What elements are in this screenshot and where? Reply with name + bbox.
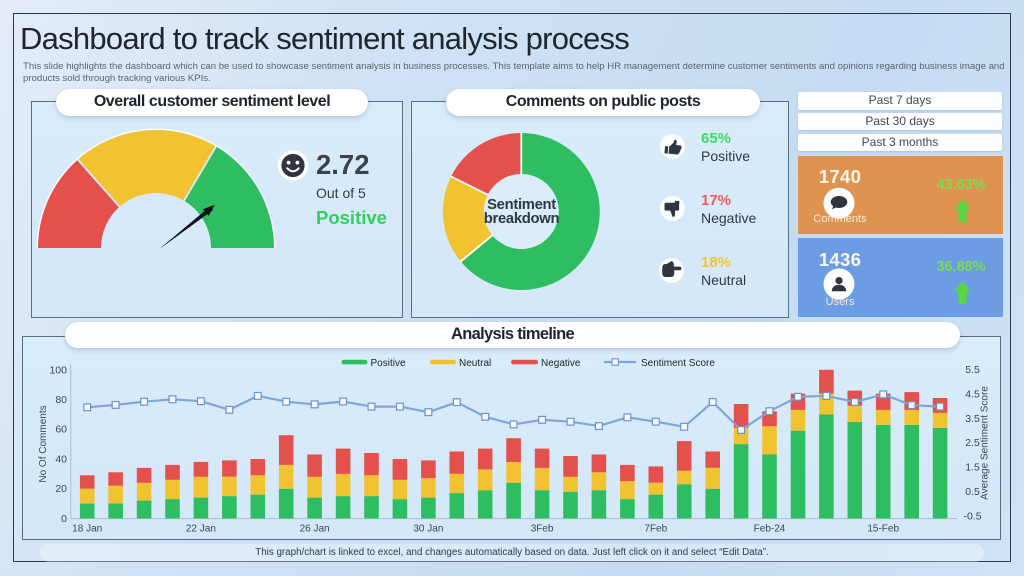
svg-text:4.5: 4.5 [965, 388, 980, 400]
svg-text:30 Jan: 30 Jan [413, 524, 443, 535]
svg-text:Sentiment Score: Sentiment Score [641, 358, 715, 369]
svg-text:Positive: Positive [371, 358, 406, 369]
svg-text:5.5: 5.5 [965, 364, 980, 376]
svg-text:7Feb: 7Feb [644, 524, 667, 535]
svg-text:40: 40 [55, 454, 67, 466]
svg-text:3Feb: 3Feb [531, 524, 554, 535]
svg-text:Negative: Negative [541, 358, 581, 369]
svg-text:Feb-24: Feb-24 [754, 524, 786, 535]
svg-text:No Of Comments: No Of Comments [38, 405, 49, 482]
svg-text:0: 0 [61, 513, 67, 525]
svg-text:26 Jan: 26 Jan [300, 524, 330, 535]
svg-text:80: 80 [55, 394, 67, 406]
svg-text:18 Jan: 18 Jan [72, 524, 102, 535]
svg-text:60: 60 [55, 424, 67, 436]
svg-text:3.5: 3.5 [965, 413, 980, 425]
svg-text:0.5: 0.5 [965, 486, 980, 498]
svg-text:1.5: 1.5 [965, 462, 980, 474]
svg-text:Neutral: Neutral [459, 358, 491, 369]
svg-text:-0.5: -0.5 [963, 510, 981, 522]
svg-text:15-Feb: 15-Feb [867, 524, 899, 535]
svg-text:Average Sentiment Score: Average Sentiment Score [980, 386, 991, 500]
svg-text:22 Jan: 22 Jan [186, 524, 216, 535]
svg-text:2.5: 2.5 [965, 437, 980, 449]
svg-text:100: 100 [49, 364, 67, 376]
svg-text:20: 20 [55, 483, 67, 495]
